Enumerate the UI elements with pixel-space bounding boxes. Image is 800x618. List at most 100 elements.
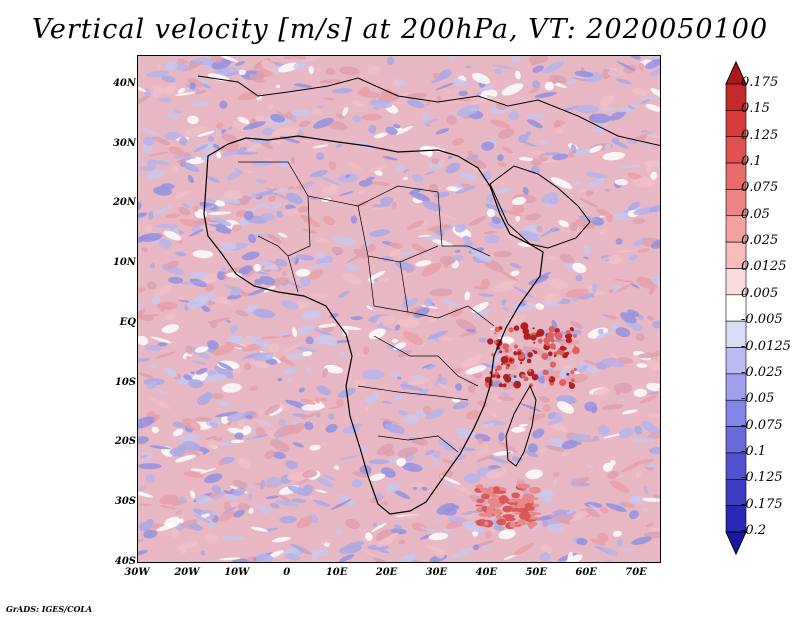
velocity-blob: [151, 426, 160, 434]
madagascar-coastline: [505, 384, 537, 467]
velocity-blob: [602, 547, 618, 556]
velocity-blob: [486, 193, 494, 204]
velocity-blob: [630, 283, 640, 289]
velocity-blob: [159, 494, 179, 505]
velocity-blob: [539, 544, 553, 555]
velocity-blob: [221, 134, 238, 143]
velocity-blob: [150, 239, 161, 246]
velocity-blob: [423, 405, 432, 415]
velocity-blob: [612, 212, 631, 220]
velocity-blob: [255, 553, 274, 562]
velocity-blob: [175, 510, 183, 515]
velocity-blob: [277, 377, 283, 382]
velocity-blob: [165, 83, 177, 93]
velocity-blob: [189, 271, 210, 279]
velocity-blob: [415, 388, 429, 397]
velocity-blob: [324, 364, 343, 374]
velocity-blob: [263, 286, 276, 293]
velocity-blob: [586, 172, 608, 179]
velocity-blob: [289, 422, 305, 435]
velocity-blob: [204, 473, 223, 484]
velocity-blob: [151, 296, 161, 305]
velocity-blob: [523, 376, 529, 382]
velocity-blob: [570, 370, 575, 375]
velocity-blob: [496, 374, 501, 379]
velocity-blob: [468, 215, 487, 227]
velocity-blob: [301, 351, 313, 357]
velocity-blob: [255, 178, 267, 184]
velocity-blob: [220, 241, 237, 250]
velocity-blob: [367, 65, 382, 75]
velocity-blob: [380, 89, 395, 99]
velocity-blob: [218, 300, 234, 306]
velocity-blob: [358, 179, 373, 187]
velocity-blob: [214, 365, 234, 379]
velocity-blob: [619, 164, 640, 169]
velocity-blob: [478, 293, 494, 297]
velocity-blob: [213, 344, 235, 356]
colorbar-level-label: -0.025: [741, 364, 783, 380]
velocity-blob: [527, 119, 543, 129]
velocity-blob: [282, 208, 302, 216]
velocity-blob: [647, 412, 660, 418]
velocity-blob: [516, 483, 531, 489]
velocity-blob: [209, 421, 219, 428]
velocity-blob: [485, 297, 490, 302]
velocity-blob: [279, 159, 290, 169]
vertical-velocity-field: [138, 56, 660, 562]
velocity-blob: [492, 374, 496, 378]
velocity-blob: [375, 528, 393, 542]
map-title: Vertical velocity [m/s] at 200hPa, VT: 2…: [31, 14, 769, 45]
velocity-blob: [592, 283, 598, 293]
velocity-blob: [565, 554, 583, 562]
velocity-blob: [627, 172, 644, 181]
velocity-blob: [222, 535, 245, 541]
velocity-blob: [278, 284, 285, 289]
velocity-blob: [342, 273, 362, 285]
velocity-blob: [248, 508, 254, 514]
velocity-blob: [421, 262, 442, 277]
velocity-blob: [542, 369, 549, 376]
velocity-blob: [195, 495, 212, 504]
velocity-blob: [412, 174, 424, 182]
velocity-blob: [607, 470, 619, 479]
velocity-blob: [457, 435, 464, 440]
velocity-blob: [486, 508, 495, 515]
velocity-blob: [237, 116, 250, 124]
velocity-blob: [481, 363, 500, 370]
velocity-blob: [199, 224, 217, 231]
velocity-blob: [368, 459, 390, 465]
velocity-blob: [207, 521, 215, 530]
velocity-blob: [254, 271, 270, 275]
velocity-blob: [605, 559, 614, 562]
velocity-blob: [157, 303, 172, 311]
velocity-blob: [191, 134, 198, 139]
velocity-blob: [217, 400, 230, 407]
velocity-blob: [570, 321, 584, 329]
velocity-blob: [479, 85, 495, 91]
velocity-blob: [491, 284, 515, 292]
velocity-blob: [163, 367, 178, 378]
velocity-blob: [527, 443, 538, 453]
velocity-blob: [290, 543, 310, 555]
velocity-blob: [194, 90, 207, 95]
velocity-blob: [138, 490, 153, 498]
velocity-blob: [645, 104, 660, 112]
velocity-blob: [243, 210, 254, 221]
velocity-blob: [588, 504, 600, 511]
velocity-blob: [394, 394, 404, 401]
velocity-blob: [576, 537, 588, 546]
velocity-blob: [138, 456, 151, 464]
velocity-blob: [448, 516, 463, 523]
velocity-blob: [532, 503, 540, 508]
velocity-blob: [246, 437, 253, 441]
velocity-blob: [532, 349, 535, 352]
velocity-blob: [159, 504, 177, 510]
colorbar-level-label: 0.15: [741, 101, 770, 117]
velocity-blob: [272, 451, 286, 460]
velocity-blob: [232, 480, 248, 488]
velocity-blob: [183, 374, 193, 381]
velocity-blob: [190, 468, 206, 472]
velocity-blob: [147, 281, 157, 290]
velocity-blob: [548, 438, 565, 448]
